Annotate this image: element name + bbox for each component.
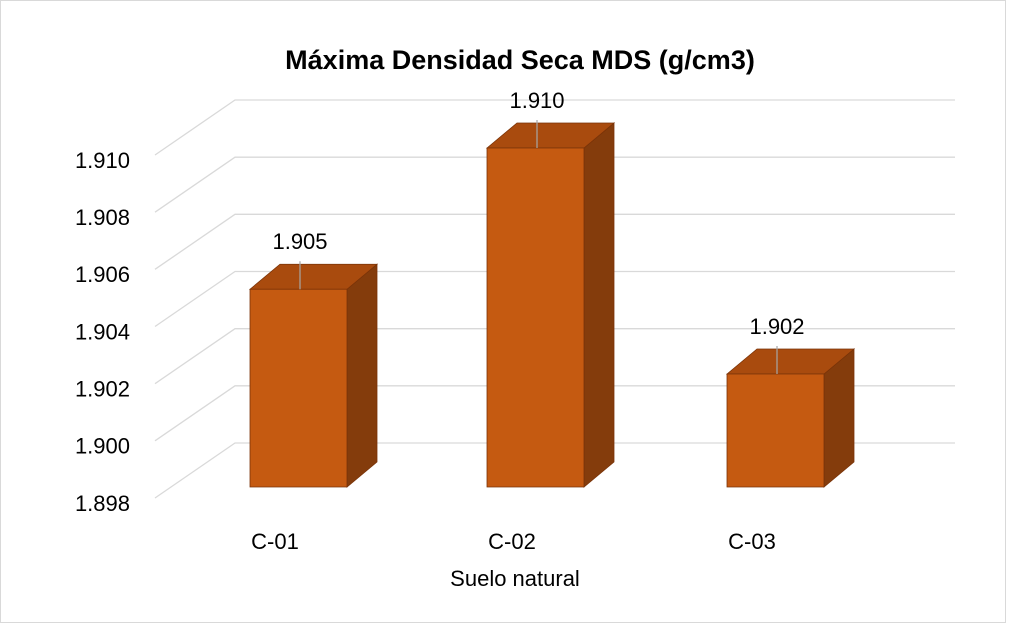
grid-line xyxy=(154,442,955,499)
y-tick-label: 1.908 xyxy=(75,205,130,230)
y-tick-label: 1.900 xyxy=(75,434,130,459)
bar-front xyxy=(726,373,825,488)
grid-line xyxy=(154,99,955,156)
x-tick-label: C-01 xyxy=(251,529,299,554)
y-tick-label: 1.902 xyxy=(75,376,130,401)
y-tick-label: 1.906 xyxy=(75,262,130,287)
chart-title: Máxima Densidad Seca MDS (g/cm3) xyxy=(285,45,755,75)
x-tick-label: C-02 xyxy=(488,529,536,554)
data-label: 1.910 xyxy=(509,88,564,113)
bar xyxy=(485,122,616,488)
bar-front xyxy=(249,288,348,488)
x-tick-label: C-03 xyxy=(728,529,776,554)
bar-side xyxy=(346,263,378,488)
bar xyxy=(248,263,379,488)
grid-line xyxy=(154,270,955,328)
y-tick-label: 1.898 xyxy=(75,491,130,516)
bar xyxy=(725,348,856,488)
data-label: 1.905 xyxy=(272,229,327,254)
bar-side xyxy=(583,122,615,488)
grid-line xyxy=(154,156,955,213)
grid-line xyxy=(154,328,955,385)
y-tick-label: 1.910 xyxy=(75,148,130,173)
x-axis-title: Suelo natural xyxy=(450,566,580,591)
grid-line xyxy=(154,213,955,270)
y-tick-label: 1.904 xyxy=(75,319,130,344)
bar-front xyxy=(486,147,585,488)
grid-line xyxy=(154,385,955,442)
data-label: 1.902 xyxy=(749,314,804,339)
